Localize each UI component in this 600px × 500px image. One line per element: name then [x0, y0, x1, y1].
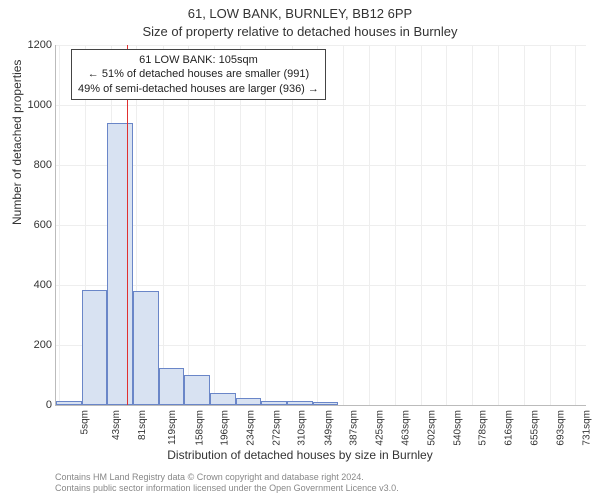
vertical-gridline: [343, 45, 344, 405]
annotation-line2: ← 51% of detached houses are smaller (99…: [78, 67, 319, 81]
x-tick-label: 387sqm: [349, 410, 360, 446]
x-tick-label: 349sqm: [323, 410, 334, 446]
x-tick-label: 81sqm: [137, 410, 148, 440]
vertical-gridline: [575, 45, 576, 405]
vertical-gridline: [369, 45, 370, 405]
x-axis-label: Distribution of detached houses by size …: [0, 448, 600, 462]
x-tick-label: 540sqm: [452, 410, 463, 446]
vertical-gridline: [59, 45, 60, 405]
vertical-gridline: [472, 45, 473, 405]
histogram-bar: [133, 291, 159, 405]
y-tick-label: 200: [34, 339, 52, 351]
vertical-gridline: [524, 45, 525, 405]
y-tick-label: 1200: [28, 39, 52, 51]
histogram-bar: [184, 375, 210, 405]
footer-line1: Contains HM Land Registry data © Crown c…: [55, 472, 399, 483]
histogram-bar: [210, 393, 236, 405]
chart-title: 61, LOW BANK, BURNLEY, BB12 6PP: [0, 6, 600, 21]
x-tick-label: 578sqm: [478, 410, 489, 446]
vertical-gridline: [498, 45, 499, 405]
x-tick-label: 196sqm: [220, 410, 231, 446]
annotation-line3: 49% of semi-detached houses are larger (…: [78, 82, 319, 96]
histogram-bar: [287, 401, 313, 406]
x-tick-label: 693sqm: [555, 410, 566, 446]
histogram-bar: [261, 401, 287, 406]
x-tick-label: 234sqm: [246, 410, 257, 446]
y-tick-label: 0: [46, 399, 52, 411]
histogram-bar: [56, 401, 82, 406]
vertical-gridline: [550, 45, 551, 405]
x-tick-label: 502sqm: [427, 410, 438, 446]
x-tick-label: 616sqm: [503, 410, 514, 446]
x-tick-label: 425sqm: [375, 410, 386, 446]
histogram-bar: [82, 290, 108, 406]
x-tick-label: 5sqm: [80, 410, 91, 434]
x-tick-label: 119sqm: [167, 410, 178, 445]
x-tick-label: 731sqm: [581, 410, 592, 446]
histogram-bar: [107, 123, 133, 405]
y-tick-label: 800: [34, 159, 52, 171]
vertical-gridline: [395, 45, 396, 405]
x-tick-label: 463sqm: [400, 410, 411, 446]
plot-area: 61 LOW BANK: 105sqm ← 51% of detached ho…: [55, 45, 586, 406]
x-tick-label: 310sqm: [297, 410, 308, 446]
x-tick-label: 655sqm: [530, 410, 541, 446]
y-tick-label: 400: [34, 279, 52, 291]
x-tick-label: 43sqm: [111, 410, 122, 440]
vertical-gridline: [446, 45, 447, 405]
annotation-line1: 61 LOW BANK: 105sqm: [78, 53, 319, 67]
histogram-bar: [236, 398, 262, 406]
histogram-bar: [159, 368, 185, 406]
annotation-box: 61 LOW BANK: 105sqm ← 51% of detached ho…: [71, 49, 326, 100]
chart-container: 61, LOW BANK, BURNLEY, BB12 6PP Size of …: [0, 0, 600, 500]
footer-line2: Contains public sector information licen…: [55, 483, 399, 494]
x-tick-label: 158sqm: [194, 410, 205, 446]
x-tick-label: 272sqm: [271, 410, 282, 446]
y-tick-label: 600: [34, 219, 52, 231]
histogram-bar: [313, 402, 339, 405]
chart-subtitle: Size of property relative to detached ho…: [0, 24, 600, 39]
y-axis-label: Number of detached properties: [10, 60, 24, 225]
y-tick-label: 1000: [28, 99, 52, 111]
footer-attribution: Contains HM Land Registry data © Crown c…: [55, 472, 399, 495]
vertical-gridline: [421, 45, 422, 405]
